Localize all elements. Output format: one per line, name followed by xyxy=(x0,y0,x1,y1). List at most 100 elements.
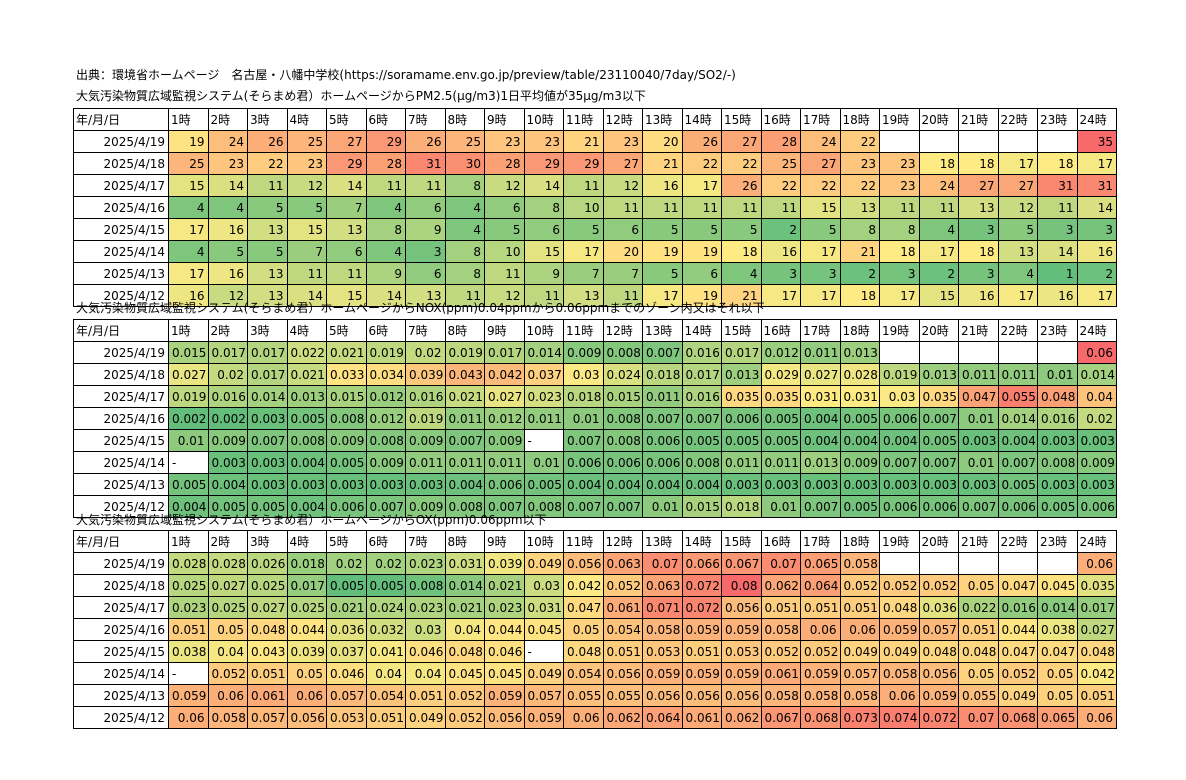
value-cell: 0.026 xyxy=(247,552,288,575)
hour-header: 9時 xyxy=(484,108,525,131)
value-cell: 0.023 xyxy=(523,385,564,408)
value-cell: 23 xyxy=(207,152,248,175)
value-cell: 0.051 xyxy=(839,596,880,619)
value-cell: 18 xyxy=(721,240,762,263)
value-cell: 18 xyxy=(958,240,999,263)
hour-header: 11時 xyxy=(563,319,604,342)
value-cell: 8 xyxy=(839,218,880,241)
value-cell: 0.006 xyxy=(879,495,920,518)
hour-header: 6時 xyxy=(365,530,406,553)
value-cell: 16 xyxy=(207,218,248,241)
hour-header: 23時 xyxy=(1037,319,1078,342)
value-cell: 0.027 xyxy=(484,385,525,408)
value-cell: 0.059 xyxy=(523,706,564,729)
value-cell: 0.004 xyxy=(642,473,683,496)
value-cell: 0.049 xyxy=(523,662,564,685)
hour-header: 12時 xyxy=(602,319,643,342)
value-cell: 5 xyxy=(997,218,1038,241)
date-cell: 2025/4/18 xyxy=(73,152,169,175)
value-cell: 0.003 xyxy=(1076,473,1117,496)
hour-header: 3時 xyxy=(247,108,288,131)
value-cell: 11 xyxy=(523,284,564,307)
value-cell: 21 xyxy=(563,130,604,153)
value-cell: 12 xyxy=(484,174,525,197)
value-cell: 0.017 xyxy=(247,363,288,386)
value-cell: 0.064 xyxy=(800,574,841,597)
hour-header: 18時 xyxy=(839,530,880,553)
value-cell: 19 xyxy=(681,284,722,307)
value-cell: 13 xyxy=(839,196,880,219)
value-cell: 0.003 xyxy=(247,451,288,474)
value-cell: 8 xyxy=(879,218,920,241)
value-cell: 3 xyxy=(879,262,920,285)
date-cell: 2025/4/19 xyxy=(73,552,169,575)
value-cell: 11 xyxy=(681,196,722,219)
value-cell xyxy=(879,341,920,364)
value-cell: 11 xyxy=(1037,196,1078,219)
value-cell: 0.004 xyxy=(444,473,485,496)
value-cell: 4 xyxy=(365,240,406,263)
value-cell: 16 xyxy=(958,284,999,307)
date-cell: 2025/4/14 xyxy=(73,451,169,474)
value-cell: 0.016 xyxy=(405,385,446,408)
value-cell: 0.012 xyxy=(484,407,525,430)
value-cell: 0.067 xyxy=(760,706,801,729)
date-cell: 2025/4/17 xyxy=(73,385,169,408)
value-cell: 0.028 xyxy=(207,552,248,575)
value-cell: 0.031 xyxy=(839,385,880,408)
value-cell: 4 xyxy=(168,240,209,263)
value-cell: 17 xyxy=(168,218,209,241)
value-cell: 17 xyxy=(1076,152,1117,175)
value-cell: 35 xyxy=(1076,130,1117,153)
value-cell: 22 xyxy=(247,152,288,175)
value-cell: 10 xyxy=(563,196,604,219)
value-cell: 11 xyxy=(247,174,288,197)
value-cell: 13 xyxy=(997,240,1038,263)
value-cell: 0.009 xyxy=(326,429,367,452)
hour-header: 7時 xyxy=(405,108,446,131)
value-cell: 9 xyxy=(523,262,564,285)
value-cell: 0.061 xyxy=(681,706,722,729)
value-cell: 0.052 xyxy=(800,640,841,663)
date-cell: 2025/4/12 xyxy=(73,284,169,307)
hour-header: 4時 xyxy=(286,319,327,342)
value-cell: 0.055 xyxy=(563,684,604,707)
value-cell: 12 xyxy=(286,174,327,197)
value-cell: 0.035 xyxy=(760,385,801,408)
value-cell: 5 xyxy=(207,240,248,263)
value-cell: 0.046 xyxy=(484,640,525,663)
value-cell: 18 xyxy=(1037,152,1078,175)
value-cell: 0.05 xyxy=(958,574,999,597)
value-cell: 19 xyxy=(642,240,683,263)
value-cell: 0.043 xyxy=(247,640,288,663)
hour-header: 20時 xyxy=(918,108,959,131)
value-cell: 11 xyxy=(444,284,485,307)
hour-header: 17時 xyxy=(800,108,841,131)
value-cell: 0.056 xyxy=(286,706,327,729)
hour-header: 5時 xyxy=(326,530,367,553)
value-cell: 0.061 xyxy=(760,662,801,685)
value-cell: 0.02 xyxy=(326,552,367,575)
value-cell: 6 xyxy=(405,196,446,219)
value-cell: 12 xyxy=(602,174,643,197)
hour-header: 22時 xyxy=(997,319,1038,342)
value-cell xyxy=(997,130,1038,153)
value-cell: 0.007 xyxy=(247,429,288,452)
value-cell: 0.009 xyxy=(563,341,604,364)
value-cell: 0.006 xyxy=(642,451,683,474)
value-cell: 0.042 xyxy=(484,363,525,386)
table-row: 2025/4/19 19 24 26 25 27 29 26 25 23 23 21 23 20 26 27 2… xyxy=(73,130,1117,153)
value-cell: 0.059 xyxy=(681,618,722,641)
value-cell xyxy=(997,552,1038,575)
value-cell: 9 xyxy=(405,218,446,241)
value-cell: 0.027 xyxy=(800,363,841,386)
value-cell: 0.057 xyxy=(523,684,564,707)
value-cell: 0.047 xyxy=(997,574,1038,597)
value-cell: 0.014 xyxy=(1037,596,1078,619)
value-cell: 0.005 xyxy=(326,451,367,474)
pm25-table-title: 大気汚染物質広域監視システム(そらまめ君）ホームページからPM2.5(μg/m3… xyxy=(76,89,646,103)
value-cell: 17 xyxy=(997,152,1038,175)
value-cell: 0.057 xyxy=(918,618,959,641)
value-cell: 0.046 xyxy=(405,640,446,663)
value-cell: 22 xyxy=(839,174,880,197)
